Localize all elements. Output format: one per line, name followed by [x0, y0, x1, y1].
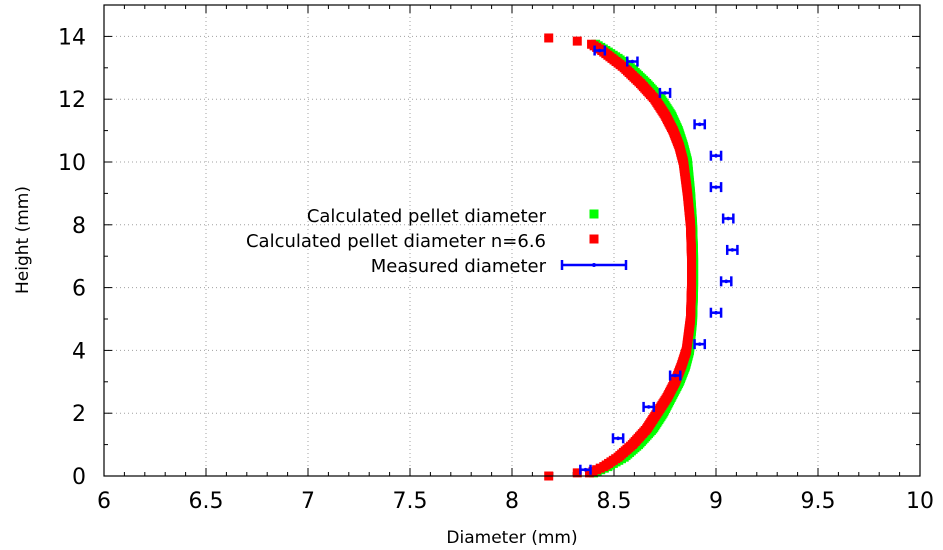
measured-point: [693, 119, 707, 130]
calc-n66-point: [572, 468, 582, 478]
x-tick-label: 9.5: [801, 489, 836, 514]
measured-marker: [597, 48, 602, 53]
measured-marker: [663, 91, 667, 95]
grid: [104, 5, 920, 476]
calc-n66-point: [544, 33, 554, 43]
measured-point: [721, 213, 735, 224]
measured-marker: [714, 185, 718, 189]
measured-marker: [714, 310, 718, 315]
measured-point: [668, 370, 682, 381]
y-tick-label: 12: [58, 88, 86, 113]
measured-point: [719, 276, 733, 287]
series: [544, 33, 739, 481]
measured-point: [642, 401, 656, 412]
legend: Calculated pellet diameter Calculated pe…: [246, 206, 628, 277]
measured-marker: [730, 248, 735, 252]
measured-point: [725, 244, 739, 255]
y-tick-label: 6: [72, 277, 86, 302]
measured-marker: [726, 216, 731, 221]
x-tick-label: 9: [709, 489, 723, 514]
measured-point: [579, 464, 592, 475]
measured-point: [626, 56, 639, 67]
measured-marker: [673, 373, 677, 378]
x-tick-label: 8: [505, 489, 519, 514]
y-tick-label: 4: [72, 339, 86, 364]
x-tick-label: 6: [97, 489, 111, 514]
measured-marker: [630, 59, 635, 64]
x-tick-label: 6.5: [189, 489, 224, 514]
series-calc-n66: [544, 33, 697, 481]
legend-label-calc-n66: Calculated pellet diameter n=6.6: [246, 231, 546, 252]
plot-frame: [103, 4, 921, 477]
measured-marker: [697, 122, 702, 127]
legend-swatch-measured-marker: [592, 263, 596, 267]
tick-labels: 6 6.5 7 7.5 8 8.5 9 9.5 10 0 2 4 6 8 10 12 14: [58, 25, 934, 514]
calc-n66-point: [587, 39, 597, 49]
x-tick-label: 10: [906, 489, 934, 514]
measured-point: [593, 45, 607, 56]
measured-marker: [583, 467, 588, 472]
measured-point: [709, 307, 723, 318]
x-tick-label: 8.5: [597, 489, 632, 514]
measured-point: [611, 433, 625, 444]
measured-point: [709, 182, 723, 193]
measured-marker: [697, 342, 702, 346]
measured-point: [658, 87, 672, 98]
series-measured: [579, 45, 739, 475]
legend-swatch-calc-n66: [589, 234, 599, 244]
measured-marker: [724, 279, 728, 284]
y-tick-label: 0: [72, 465, 86, 490]
measured-marker: [714, 153, 718, 158]
x-axis-title: Diameter (mm): [446, 528, 577, 548]
y-tick-label: 14: [58, 25, 86, 50]
x-tick-label: 7.5: [393, 489, 428, 514]
y-axis-title: Height (mm): [13, 186, 33, 294]
measured-marker: [616, 436, 620, 441]
y-tick-label: 8: [72, 214, 86, 239]
measured-point: [709, 150, 723, 161]
measured-marker: [646, 405, 651, 409]
y-tick-label: 10: [58, 151, 86, 176]
legend-label-measured: Measured diameter: [371, 256, 547, 277]
y-tick-label: 2: [72, 402, 86, 427]
legend-label-calc: Calculated pellet diameter: [307, 206, 547, 227]
measured-point: [693, 339, 707, 350]
legend-swatch-calc: [589, 209, 599, 219]
x-tick-label: 7: [301, 489, 315, 514]
calc-n66-point: [572, 36, 582, 46]
